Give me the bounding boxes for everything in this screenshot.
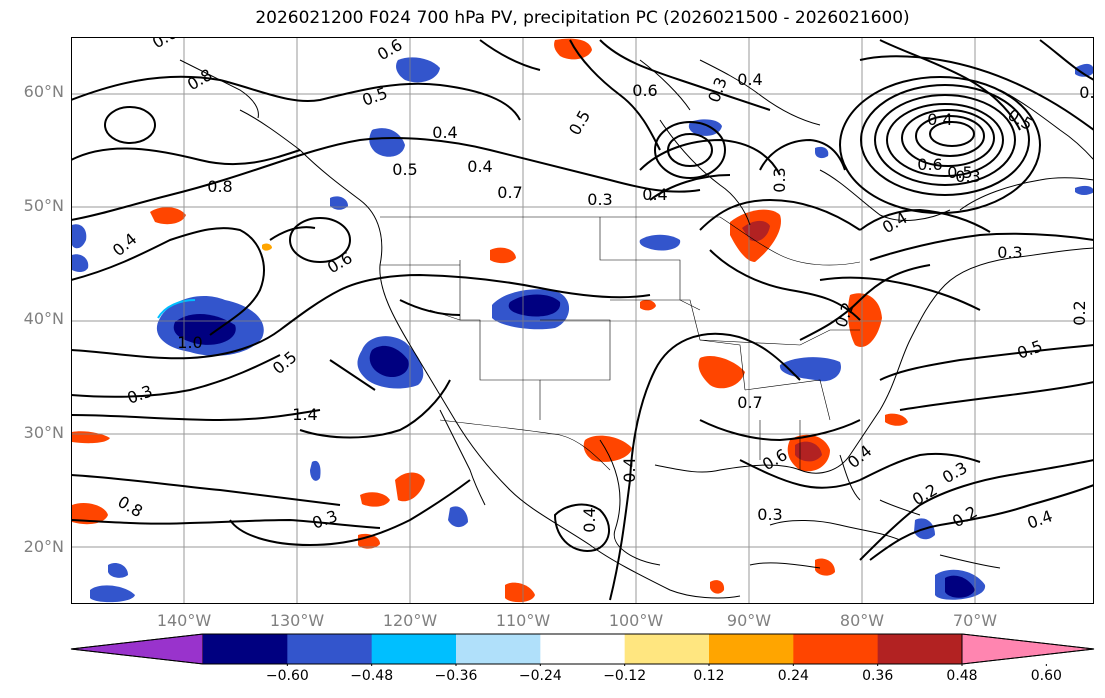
colorbar-tick-label: 0.60 — [1030, 668, 1062, 684]
contour-label: 0.5 — [269, 347, 301, 378]
contour-label: 0.3 — [587, 190, 612, 209]
contour-label: 0.3 — [997, 243, 1022, 262]
precip-blob-rockies — [492, 289, 570, 330]
lat-label-20: 20°N — [23, 537, 64, 556]
colorbar-tick-label: −0.24 — [518, 668, 562, 684]
colorbar-outline — [70, 633, 1095, 665]
pv-contours — [71, 39, 1094, 601]
contour-label: 0.3 — [770, 167, 789, 192]
contour-label: 0.6 — [917, 155, 942, 174]
colorbar-segment — [624, 634, 710, 664]
contour-label: 0.4 — [432, 123, 457, 142]
contour-label: 0.4 — [1079, 83, 1094, 102]
colorbar-segment — [456, 634, 541, 664]
borders — [380, 216, 861, 471]
contour-label: 0.2 — [1070, 300, 1089, 325]
contour-label: 0.3 — [955, 167, 980, 186]
colorbar-tick-label: 0.24 — [777, 668, 809, 684]
colorbar-tick-label: 0.12 — [693, 668, 725, 684]
figure-title: 2026021200 F024 700 hPa PV, precipitatio… — [255, 8, 910, 28]
contour-label: 0.6 — [759, 445, 791, 474]
contour-label: 0.8 — [184, 65, 216, 94]
lon-label-140w: 140°W — [156, 611, 212, 630]
contour-label: 0.4 — [109, 229, 141, 260]
colorbar-extend-high — [961, 633, 1095, 665]
contour-label: 0.5 — [947, 163, 972, 182]
colorbar-tick-label: 0.36 — [862, 668, 894, 684]
precip-blob-great-lakes — [730, 209, 781, 262]
lon-label-70w: 70°W — [952, 611, 998, 630]
colorbar-tick-label: −0.48 — [350, 668, 394, 684]
coastlines — [179, 59, 1094, 599]
colorbar-segment — [287, 634, 373, 664]
colorbar-tick-label: −0.36 — [434, 668, 478, 684]
colorbar — [70, 633, 1095, 666]
contour-label: 0.4 — [879, 208, 911, 237]
lon-label-90w: 90°W — [726, 611, 772, 630]
contour-label: 0.3 — [310, 506, 340, 533]
lat-label-60: 60°N — [23, 82, 64, 101]
contour-label: 0.5 — [1015, 336, 1045, 363]
lat-label-30: 30°N — [23, 423, 64, 442]
contour-label: 1.4 — [292, 405, 317, 424]
gridlines — [71, 37, 1094, 604]
contour-label: 0.5 — [360, 83, 390, 110]
contour-label: 0.4 — [467, 157, 492, 176]
colorbar-tick-label: −0.60 — [265, 668, 309, 684]
colorbar-segment — [371, 634, 457, 664]
contour-label: 0.7 — [497, 183, 522, 202]
contour-label: 0.4 — [927, 110, 952, 129]
contour-label: 0.4 — [737, 70, 762, 89]
contour-label: 0.8 — [207, 177, 232, 196]
contour-label: 0.6 — [632, 81, 657, 100]
precip-blob-california — [357, 336, 424, 389]
colorbar-segment — [877, 634, 963, 664]
colorbar-segment — [203, 634, 288, 664]
lon-label-110w: 110°W — [495, 611, 551, 630]
lat-label-40: 40°N — [23, 309, 64, 328]
contour-label: 0.4 — [642, 185, 667, 204]
contour-label: 0.5 — [565, 107, 594, 139]
contour-label: 0.3 — [939, 458, 971, 487]
contour-label: 1.0 — [177, 333, 202, 352]
lat-label-50: 50°N — [23, 196, 64, 215]
lon-label-130w: 130°W — [269, 611, 325, 630]
contour-label: 0.3 — [757, 505, 782, 524]
contour-label: 0.4 — [1025, 506, 1055, 533]
contour-label: 0.6 — [149, 37, 181, 52]
lon-label-80w: 80°W — [839, 611, 885, 630]
contour-label: 0.3 — [704, 75, 731, 105]
pv-high-center — [104, 76, 1041, 263]
contour-label: 0.4 — [620, 457, 639, 482]
contour-label: 0.4 — [844, 441, 876, 472]
colorbar-segment — [540, 634, 626, 664]
precip-blob-gulf — [787, 434, 830, 472]
lon-label-100w: 100°W — [608, 611, 664, 630]
contour-label: 0.2 — [909, 480, 941, 509]
contour-label: 0.6 — [324, 248, 356, 277]
contour-label: 0.2 — [949, 502, 981, 531]
colorbar-tick-label: 0.48 — [946, 668, 978, 684]
lon-label-120w: 120°W — [382, 611, 438, 630]
map-svg: 0.60.80.50.60.40.5 0.40.30.50.3 0.40.60.40… — [71, 37, 1094, 604]
colorbar-segment — [709, 634, 794, 664]
contour-label: 0.7 — [737, 393, 762, 412]
contour-label: 0.8 — [114, 492, 146, 521]
contour-label: 0.4 — [580, 507, 599, 532]
contour-label: 0.5 — [392, 160, 417, 179]
map-panel: 0.6 0.8 0.5 0.6 0.4 0.5 0.4 0.3 0.5 0.3 0.4 0.6 0.4 0… — [71, 37, 1094, 604]
colorbar-segment — [793, 634, 879, 664]
colorbar-extend-low — [70, 633, 204, 665]
contour-label: 0.3 — [125, 381, 155, 408]
colorbar-tick-label: −0.12 — [603, 668, 647, 684]
